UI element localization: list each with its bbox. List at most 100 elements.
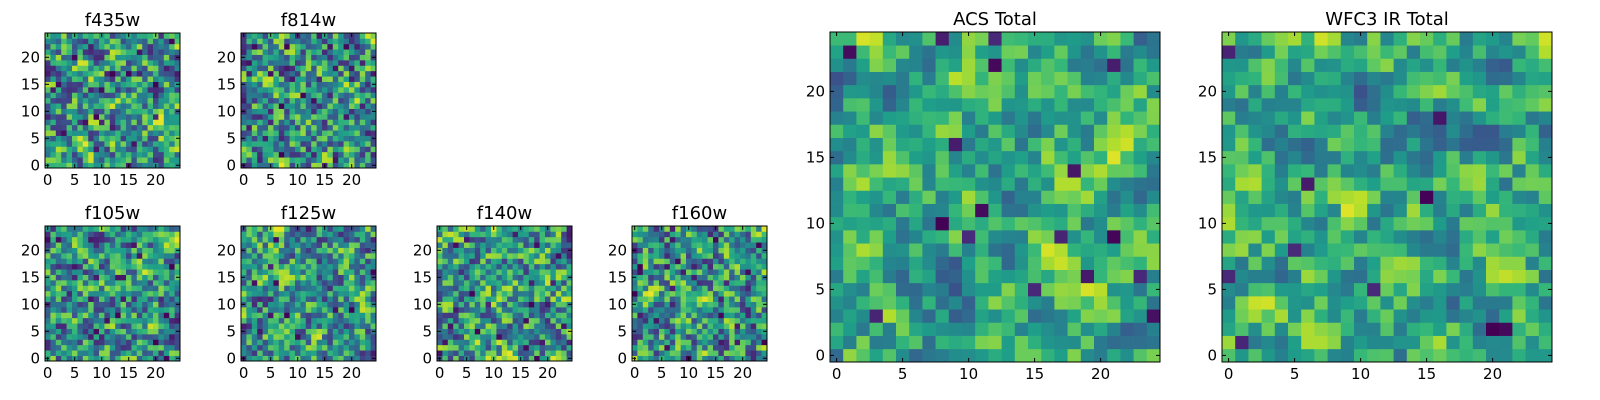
heatmap-cell: [359, 231, 366, 238]
heatmap-cell: [284, 65, 290, 72]
heatmap-cell: [539, 339, 546, 346]
heatmap-cell: [289, 33, 296, 39]
heatmap-cell: [88, 231, 94, 238]
heatmap-cell: [163, 87, 170, 93]
heatmap-cell: [707, 290, 714, 297]
heatmap-cell: [474, 307, 481, 313]
heatmap-cell: [273, 350, 280, 356]
heatmap-cell: [761, 317, 768, 324]
heatmap-cell: [300, 290, 307, 297]
heatmap-cell: [300, 328, 307, 335]
heatmap-cell: [675, 263, 681, 270]
heatmap-cell: [1512, 256, 1526, 270]
heatmap-cell: [158, 312, 165, 319]
heatmap-cell: [1235, 296, 1249, 310]
heatmap-cell: [273, 141, 280, 147]
heatmap-cell: [856, 335, 870, 350]
heatmap-cell: [322, 114, 328, 120]
heatmap-cell: [131, 231, 138, 238]
heatmap-cell: [332, 54, 339, 61]
heatmap-cell: [300, 65, 307, 72]
heatmap-cell: [491, 253, 497, 259]
heatmap-cell: [338, 269, 344, 275]
heatmap-cell: [491, 328, 497, 335]
heatmap-cell: [869, 348, 884, 363]
heatmap-cell: [561, 355, 567, 362]
heatmap-cell: [115, 285, 121, 292]
heatmap-cell: [718, 339, 725, 346]
heatmap-cell: [126, 103, 132, 109]
heatmap-cell: [289, 296, 296, 302]
heatmap-cell: [453, 296, 459, 302]
heatmap-cell: [66, 157, 73, 163]
heatmap-cell: [512, 312, 519, 319]
heatmap-cell: [246, 43, 253, 50]
heatmap-cell: [169, 328, 175, 335]
heatmap-cell: [686, 334, 692, 340]
heatmap-cell: [686, 258, 692, 265]
heatmap-cell: [550, 328, 557, 335]
heatmap-cell: [713, 236, 719, 243]
heatmap-cell: [534, 312, 540, 319]
heatmap-cell: [322, 307, 328, 313]
heatmap-cell: [453, 323, 459, 329]
heatmap-cell: [566, 258, 573, 265]
heatmap-cell: [246, 76, 253, 82]
heatmap-cell: [66, 81, 73, 88]
heatmap-cell: [295, 43, 301, 50]
heatmap-cell: [469, 323, 476, 329]
heatmap-cell: [82, 87, 89, 93]
x-tick-label: 15: [706, 364, 725, 382]
heatmap-cell: [365, 307, 371, 313]
heatmap-cell: [354, 33, 361, 39]
heatmap-cell: [61, 92, 67, 99]
heatmap-cell: [300, 269, 307, 275]
heatmap-cell: [359, 135, 366, 142]
axes-frame: [240, 32, 377, 169]
heatmap-cell: [284, 103, 290, 109]
heatmap-cell: [295, 253, 301, 259]
heatmap-cell: [338, 226, 344, 232]
heatmap-cell: [491, 247, 497, 254]
heatmap-cell: [289, 323, 296, 329]
heatmap-cell: [675, 339, 681, 346]
heatmap-cell: [1340, 269, 1355, 284]
heatmap-cell: [696, 350, 703, 356]
heatmap-cell: [1107, 84, 1121, 99]
heatmap-cell: [437, 290, 443, 297]
heatmap-cell: [305, 226, 312, 232]
heatmap-cell: [93, 307, 100, 313]
heatmap-cell: [696, 226, 703, 232]
heatmap-cell: [246, 92, 253, 99]
heatmap-cell: [338, 135, 344, 142]
heatmap-cell: [349, 334, 355, 340]
heatmap-cell: [648, 296, 654, 302]
heatmap-cell: [1420, 164, 1434, 178]
heatmap-cell: [126, 97, 132, 104]
heatmap-cell: [1041, 98, 1055, 112]
heatmap-cell: [343, 334, 350, 340]
heatmap-cell: [131, 130, 138, 136]
heatmap-cell: [988, 58, 1002, 72]
heatmap-cell: [169, 33, 175, 39]
heatmap-cell: [349, 60, 355, 66]
axes-frame: [44, 32, 181, 169]
heatmap-cell: [1146, 230, 1161, 244]
heatmap-cell: [507, 274, 513, 281]
heatmap-cell: [316, 124, 323, 131]
heatmap-cell: [1041, 177, 1055, 191]
heatmap-cell: [126, 76, 132, 82]
heatmap-cell: [702, 301, 708, 308]
heatmap-cell: [469, 231, 476, 238]
heatmap-cell: [349, 323, 355, 329]
heatmap-cell: [830, 296, 844, 310]
heatmap-cell: [72, 87, 78, 93]
heatmap-cell: [169, 108, 175, 115]
heatmap-cell: [869, 309, 884, 323]
heatmap-cell: [322, 108, 328, 115]
heatmap-cell: [453, 350, 459, 356]
heatmap-cell: [126, 312, 132, 319]
x-tick-label: 0: [239, 171, 249, 189]
heatmap-cell: [566, 317, 573, 324]
heatmap-cell: [66, 60, 73, 66]
